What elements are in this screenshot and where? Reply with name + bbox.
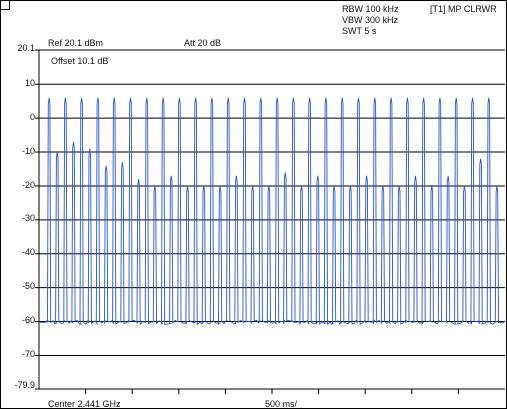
ref-level-label: Ref 20.1 dBm [48,38,104,48]
trace-mode-label: [T1] MP CLRWR [430,4,497,14]
trace-t1-line [39,97,504,326]
vbw-label: VBW 300 kHz [342,15,399,25]
y-tick-label: 10 [24,78,35,88]
y-tick-label: -20 [21,180,35,190]
grid-layer [35,49,505,394]
corner-mark [1,1,10,10]
y-tick-label: -79.9 [14,380,35,390]
swt-label: SWT 5 s [342,26,377,36]
trace-layer [39,97,504,326]
y-tick-label: -60 [21,315,35,325]
offset-label: Offset 10.1 dB [51,56,109,66]
y-tick-label: 0 [29,112,35,122]
y-tick-label: -50 [21,281,35,291]
attenuation-label: Att 20 dB [184,38,222,48]
rbw-label: RBW 100 kHz [342,4,399,14]
center-frequency-label: Center 2.441 GHz [48,399,121,409]
y-tick-label: -10 [21,146,35,156]
y-tick-label: -40 [21,247,35,257]
y-tick-label: -30 [21,213,35,223]
time-per-div-label: 500 ms/ [265,399,298,409]
y-tick-label: 20.1 [17,43,35,53]
y-tick-label: -70 [21,349,35,359]
